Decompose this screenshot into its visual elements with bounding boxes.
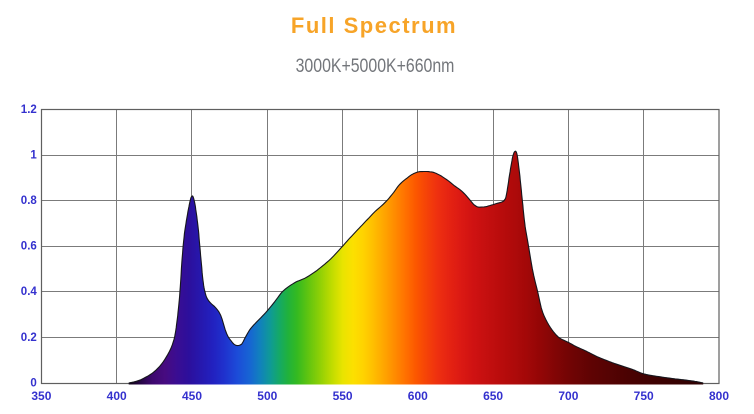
svg-text:450: 450 [182, 389, 202, 403]
svg-text:1.2: 1.2 [21, 104, 37, 116]
svg-text:0.6: 0.6 [21, 241, 37, 253]
svg-text:550: 550 [333, 389, 353, 403]
svg-text:650: 650 [483, 389, 503, 403]
svg-text:1: 1 [30, 150, 37, 162]
svg-text:350: 350 [31, 389, 51, 403]
svg-text:400: 400 [107, 389, 127, 403]
svg-text:500: 500 [257, 389, 277, 403]
svg-text:0.8: 0.8 [21, 195, 38, 207]
svg-text:750: 750 [634, 389, 654, 403]
svg-text:800: 800 [709, 389, 729, 403]
svg-text:0: 0 [30, 377, 36, 389]
svg-text:0.2: 0.2 [21, 332, 37, 344]
svg-text:0.4: 0.4 [21, 286, 38, 298]
svg-text:700: 700 [558, 389, 578, 403]
svg-text:600: 600 [408, 389, 428, 403]
